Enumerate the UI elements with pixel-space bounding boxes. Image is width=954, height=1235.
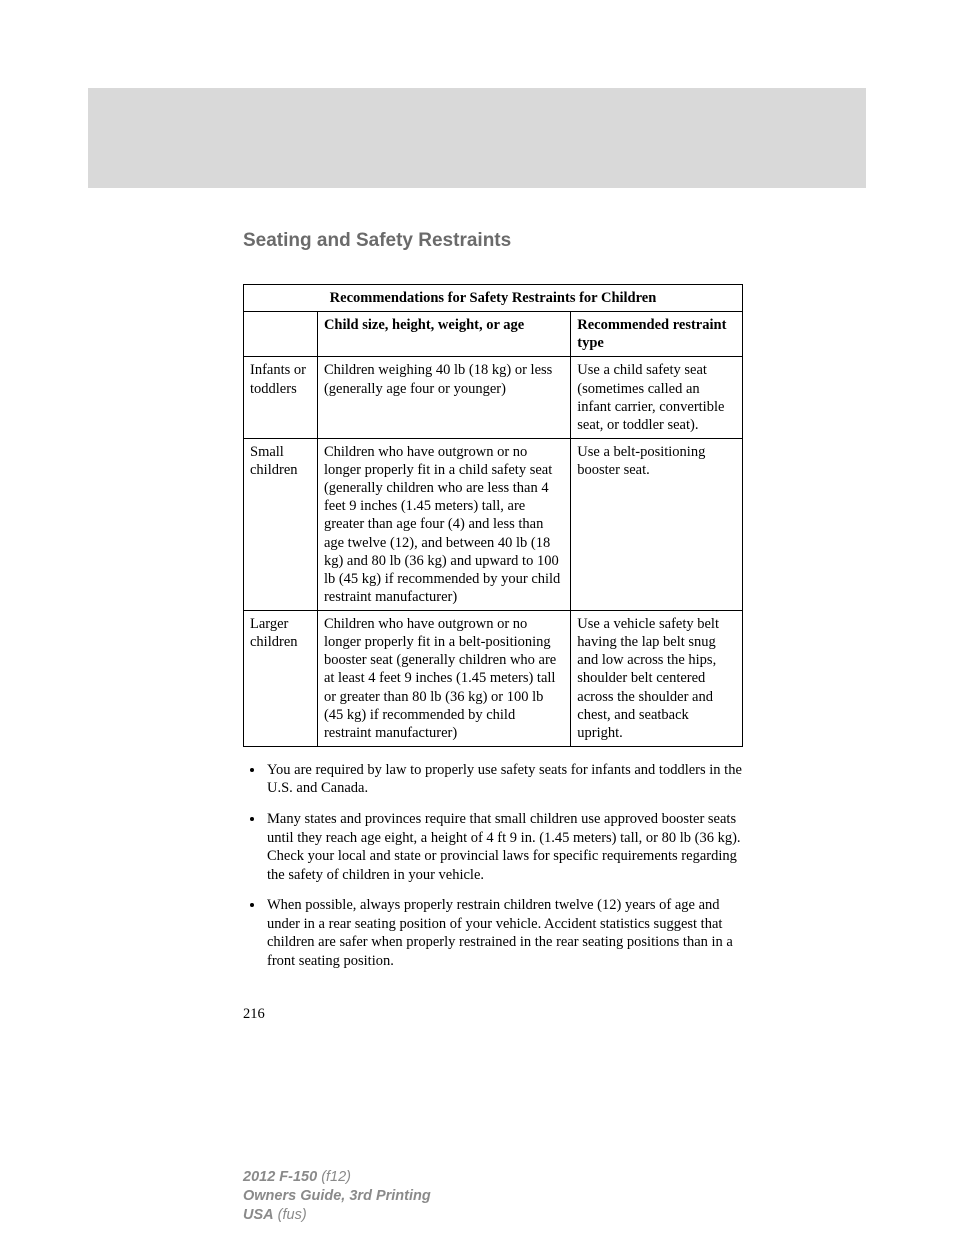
cell-recommendation: Use a vehicle safety belt having the lap… bbox=[571, 611, 743, 747]
table-row: Infants or toddlers Children weighing 40… bbox=[244, 357, 743, 439]
footer-line-1: 2012 F-150 (f12) bbox=[243, 1168, 431, 1187]
th-category bbox=[244, 312, 318, 357]
list-item: When possible, always properly restrain … bbox=[265, 896, 743, 970]
table-row: Larger children Children who have outgro… bbox=[244, 611, 743, 747]
footer-code-1: (f12) bbox=[317, 1169, 351, 1185]
footer-code-2: (fus) bbox=[274, 1207, 307, 1223]
table-row: Small children Children who have outgrow… bbox=[244, 438, 743, 610]
list-item: You are required by law to properly use … bbox=[265, 761, 743, 798]
footer: 2012 F-150 (f12) Owners Guide, 3rd Print… bbox=[243, 1168, 431, 1225]
restraint-table: Recommendations for Safety Restraints fo… bbox=[243, 284, 743, 747]
footer-line-3: USA (fus) bbox=[243, 1206, 431, 1225]
page-content: Seating and Safety Restraints Recommenda… bbox=[243, 230, 743, 1023]
footer-region: USA bbox=[243, 1207, 274, 1223]
header-grey-block bbox=[88, 88, 866, 188]
cell-category: Larger children bbox=[244, 611, 318, 747]
list-item: Many states and provinces require that s… bbox=[265, 810, 743, 884]
table-header-row: Child size, height, weight, or age Recom… bbox=[244, 312, 743, 357]
footer-model: 2012 F-150 bbox=[243, 1169, 317, 1185]
section-title: Seating and Safety Restraints bbox=[243, 230, 743, 252]
table-caption: Recommendations for Safety Restraints fo… bbox=[244, 285, 743, 312]
th-description: Child size, height, weight, or age bbox=[317, 312, 570, 357]
cell-category: Small children bbox=[244, 438, 318, 610]
page-number: 216 bbox=[243, 1006, 743, 1023]
cell-recommendation: Use a belt-positioning booster seat. bbox=[571, 438, 743, 610]
cell-description: Children who have outgrown or no longer … bbox=[317, 611, 570, 747]
cell-recommendation: Use a child safety seat (sometimes calle… bbox=[571, 357, 743, 439]
cell-category: Infants or toddlers bbox=[244, 357, 318, 439]
th-recommendation: Recommended restraint type bbox=[571, 312, 743, 357]
footer-line-2: Owners Guide, 3rd Printing bbox=[243, 1187, 431, 1206]
bullet-list: You are required by law to properly use … bbox=[265, 761, 743, 970]
cell-description: Children who have outgrown or no longer … bbox=[317, 438, 570, 610]
cell-description: Children weighing 40 lb (18 kg) or less … bbox=[317, 357, 570, 439]
